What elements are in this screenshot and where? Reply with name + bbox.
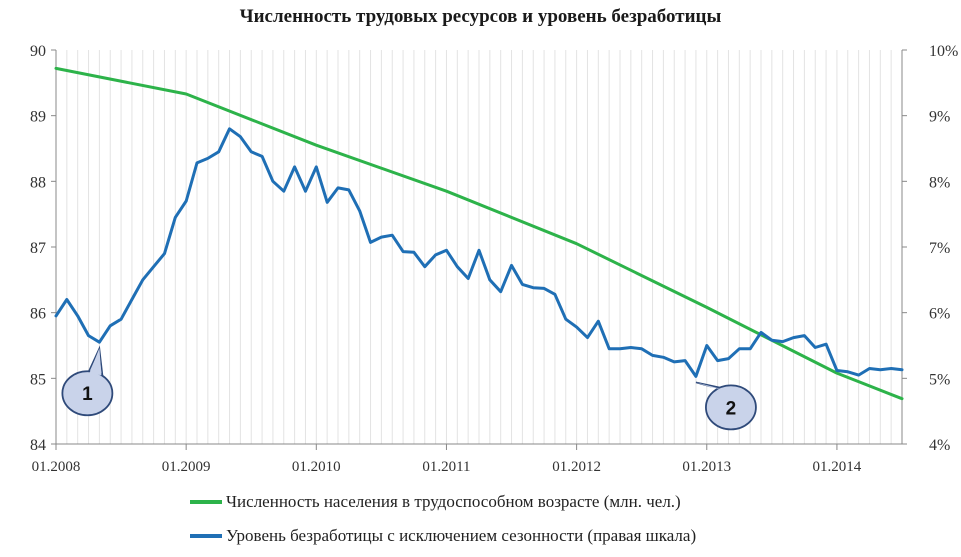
series-line-workforce <box>54 66 904 401</box>
series-line-unemployment <box>54 127 904 378</box>
callout-bubble <box>61 370 114 417</box>
y-right-tick-label: 5% <box>929 371 950 388</box>
gridlines <box>66 50 903 444</box>
chart-title: Численность трудовых ресурсов и уровень … <box>239 6 722 27</box>
y-left-tick-label: 86 <box>30 306 46 323</box>
tick-labels: 84 85 86 87 88 89 90 4% 5% 6% 7% 8% 9% 10% 01.2008 01.2… <box>30 43 958 475</box>
legend-item-unemployment: Уровень безработицы с исключением сезонн… <box>190 526 696 546</box>
x-tick-label: 01.2008 <box>32 459 81 475</box>
x-tick-label: 01.2014 <box>813 459 862 475</box>
legend-swatch-unemployment <box>190 534 222 538</box>
y-right-tick-label: 8% <box>929 174 950 191</box>
callout-pointer-fill <box>695 382 723 390</box>
x-tick-label: 01.2013 <box>682 459 731 475</box>
y-right-tick-label: 6% <box>929 306 950 323</box>
y-right-tick-label: 4% <box>929 437 950 454</box>
legend-swatch-workforce <box>190 500 222 504</box>
x-tick-label: 01.2011 <box>422 459 470 475</box>
y-right-tick-label: 7% <box>929 240 950 257</box>
y-left-tick-label: 85 <box>30 371 46 388</box>
y-left-tick-label: 89 <box>30 109 46 126</box>
axes <box>51 49 907 450</box>
y-left-tick-label: 84 <box>30 437 46 454</box>
legend-label-unemployment: Уровень безработицы с исключением сезонн… <box>226 526 697 545</box>
callout-2: 2 <box>695 381 757 431</box>
legend-item-workforce: Численность населения в трудоспособном в… <box>190 492 681 512</box>
x-tick-label: 01.2012 <box>552 459 601 475</box>
callout-1: 1 <box>61 345 114 417</box>
callout-bubble <box>705 384 757 431</box>
y-left-tick-label: 90 <box>30 43 46 60</box>
y-left-tick-label: 87 <box>30 240 46 257</box>
y-right-tick-label: 9% <box>929 109 950 126</box>
y-left-tick-label: 88 <box>30 174 46 191</box>
callout-label: 1 <box>82 384 93 405</box>
series-lines <box>54 66 904 401</box>
annotations: 12 <box>61 345 757 431</box>
legend-label-workforce: Численность населения в трудоспособном в… <box>226 492 681 511</box>
y-right-tick-label: 10% <box>929 43 958 60</box>
callout-label: 2 <box>726 398 737 419</box>
x-tick-label: 01.2009 <box>162 459 211 475</box>
callout-pointer-fill <box>89 348 102 376</box>
x-tick-label: 01.2010 <box>292 459 341 475</box>
